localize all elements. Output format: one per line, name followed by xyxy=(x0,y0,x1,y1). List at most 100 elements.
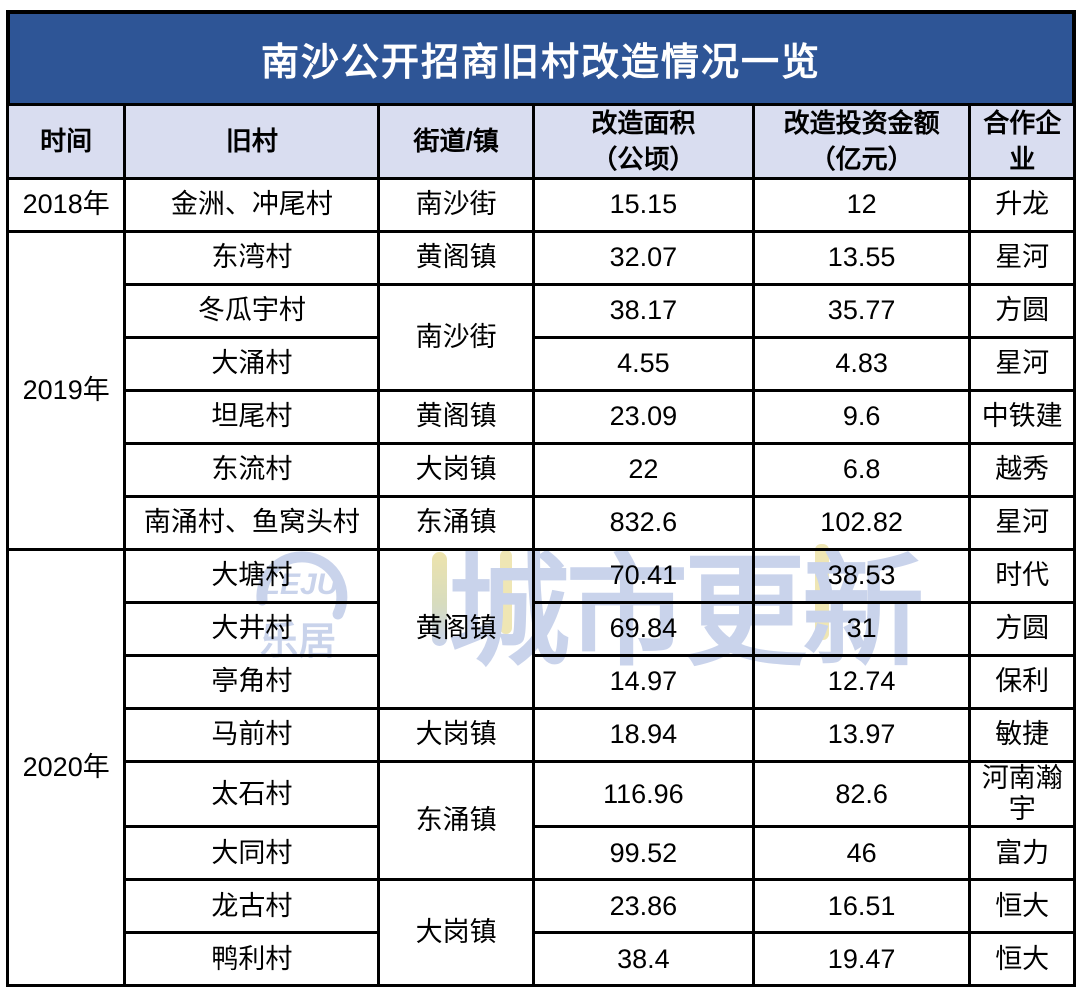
company-cell: 保利 xyxy=(968,654,1076,710)
village-cell: 大井村 xyxy=(123,601,381,657)
col-header-company: 合作企业 xyxy=(968,103,1076,180)
company-cell: 星河 xyxy=(968,495,1076,551)
table-row: 亭角村 14.97 12.74 保利 xyxy=(8,654,1076,710)
village-cell: 冬瓜宇村 xyxy=(123,283,381,339)
village-cell: 大同村 xyxy=(123,825,381,882)
investment-cell: 4.83 xyxy=(751,336,972,392)
area-cell: 69.84 xyxy=(532,601,755,657)
area-cell: 70.41 xyxy=(532,548,755,604)
village-cell: 南涌村、鱼窝头村 xyxy=(123,495,381,551)
village-cell: 亭角村 xyxy=(123,654,381,710)
area-cell: 38.4 xyxy=(532,931,755,988)
company-cell: 富力 xyxy=(968,825,1076,882)
table-row: 大涌村 4.55 4.83 星河 xyxy=(8,336,1076,392)
company-cell: 越秀 xyxy=(968,442,1076,498)
town-cell: 东涌镇 xyxy=(377,759,535,882)
year-cell: 2020年 xyxy=(5,547,127,988)
table-row: 2018年 金洲、冲尾村 南沙街 15.15 12 升龙 xyxy=(5,177,1076,233)
table-row: 南涌村、鱼窝头村 东涌镇 832.6 102.82 星河 xyxy=(8,495,1076,551)
investment-cell: 16.51 xyxy=(751,878,972,935)
investment-cell: 46 xyxy=(751,825,972,882)
company-cell: 星河 xyxy=(968,336,1076,392)
company-cell: 中铁建 xyxy=(968,389,1076,445)
company-cell: 星河 xyxy=(968,230,1076,286)
village-cell: 大涌村 xyxy=(123,336,381,392)
table-row: 大井村 69.84 31 方圆 xyxy=(8,601,1076,657)
village-cell: 东流村 xyxy=(123,442,381,498)
investment-cell: 102.82 xyxy=(751,495,972,551)
table-row: 马前村 大岗镇 18.94 13.97 敏捷 xyxy=(8,707,1076,763)
town-cell: 南沙街 xyxy=(377,283,535,392)
town-cell: 黄阁镇 xyxy=(377,230,535,286)
village-cell: 东湾村 xyxy=(123,230,381,286)
company-cell: 恒大 xyxy=(968,878,1076,935)
village-cell: 龙古村 xyxy=(123,878,381,935)
company-cell: 方圆 xyxy=(968,283,1076,339)
investment-cell: 13.55 xyxy=(751,230,972,286)
table-row: 坦尾村 黄阁镇 23.09 9.6 中铁建 xyxy=(8,389,1076,445)
town-cell: 大岗镇 xyxy=(377,442,535,498)
area-cell: 23.86 xyxy=(532,878,755,935)
village-cell: 鸭利村 xyxy=(123,931,381,988)
investment-cell: 12 xyxy=(751,177,972,233)
investment-cell: 82.6 xyxy=(751,759,972,829)
col-header-investment: 改造投资金额 （亿元） xyxy=(751,103,972,180)
col-header-time: 时间 xyxy=(5,103,127,180)
village-cell: 坦尾村 xyxy=(123,389,381,445)
area-cell: 32.07 xyxy=(532,230,755,286)
table-sheet: 南沙公开招商旧村改造情况一览 时间 旧村 街道/镇 改造面积 （公顷） 改造投资… xyxy=(5,10,1076,988)
investment-cell: 19.47 xyxy=(751,931,972,988)
town-cell: 黄阁镇 xyxy=(377,548,535,710)
investment-cell: 13.97 xyxy=(751,707,972,763)
investment-cell: 38.53 xyxy=(751,548,972,604)
investment-cell: 31 xyxy=(751,601,972,657)
company-cell: 河南瀚宇 xyxy=(968,759,1076,829)
area-cell: 4.55 xyxy=(532,336,755,392)
area-cell: 23.09 xyxy=(532,389,755,445)
area-cell: 14.97 xyxy=(532,654,755,710)
company-cell: 敏捷 xyxy=(968,707,1076,763)
area-cell: 832.6 xyxy=(532,495,755,551)
investment-cell: 35.77 xyxy=(751,283,972,339)
area-cell: 116.96 xyxy=(532,759,755,829)
area-cell: 18.94 xyxy=(532,707,755,763)
village-cell: 马前村 xyxy=(123,707,381,763)
town-cell: 黄阁镇 xyxy=(377,389,535,445)
company-cell: 升龙 xyxy=(968,177,1076,233)
investment-cell: 9.6 xyxy=(751,389,972,445)
village-cell: 太石村 xyxy=(123,759,381,829)
company-cell: 恒大 xyxy=(968,931,1076,988)
table-row: 东流村 大岗镇 22 6.8 越秀 xyxy=(8,442,1076,498)
table-row: 2020年 大塘村 黄阁镇 70.41 38.53 时代 xyxy=(5,547,1076,988)
table-row: 冬瓜宇村 南沙街 38.17 35.77 方圆 xyxy=(8,283,1076,392)
col-header-town: 街道/镇 xyxy=(377,103,535,180)
table-row: 太石村 东涌镇 116.96 82.6 河南瀚宇 xyxy=(8,759,1076,882)
area-cell: 38.17 xyxy=(532,283,755,339)
table-row: 2019年 东湾村 黄阁镇 32.07 13.55 星河 xyxy=(5,230,1076,551)
renovation-table: 时间 旧村 街道/镇 改造面积 （公顷） 改造投资金额 （亿元） 合作企业 20… xyxy=(5,103,1076,988)
table-row: 鸭利村 38.4 19.47 恒大 xyxy=(8,931,1076,988)
town-cell: 大岗镇 xyxy=(377,878,535,988)
town-cell: 东涌镇 xyxy=(377,495,535,551)
company-cell: 方圆 xyxy=(968,601,1076,657)
investment-cell: 12.74 xyxy=(751,654,972,710)
table-row: 大同村 99.52 46 富力 xyxy=(8,825,1076,882)
area-cell: 15.15 xyxy=(532,177,755,233)
col-header-area: 改造面积 （公顷） xyxy=(532,103,755,180)
table-row: 龙古村 大岗镇 23.86 16.51 恒大 xyxy=(8,878,1076,988)
table-title: 南沙公开招商旧村改造情况一览 xyxy=(260,42,821,84)
area-cell: 22 xyxy=(532,442,755,498)
company-cell: 时代 xyxy=(968,548,1076,604)
year-cell: 2019年 xyxy=(5,230,127,551)
header-row: 时间 旧村 街道/镇 改造面积 （公顷） 改造投资金额 （亿元） 合作企业 xyxy=(5,103,1076,180)
col-header-village: 旧村 xyxy=(123,103,381,180)
town-cell: 大岗镇 xyxy=(377,707,535,763)
village-cell: 金洲、冲尾村 xyxy=(123,177,381,233)
town-cell: 南沙街 xyxy=(377,177,535,233)
investment-cell: 6.8 xyxy=(751,442,972,498)
area-cell: 99.52 xyxy=(532,825,755,882)
year-cell: 2018年 xyxy=(5,177,127,233)
village-cell: 大塘村 xyxy=(123,548,381,604)
table-title-bar: 南沙公开招商旧村改造情况一览 xyxy=(6,10,1076,103)
